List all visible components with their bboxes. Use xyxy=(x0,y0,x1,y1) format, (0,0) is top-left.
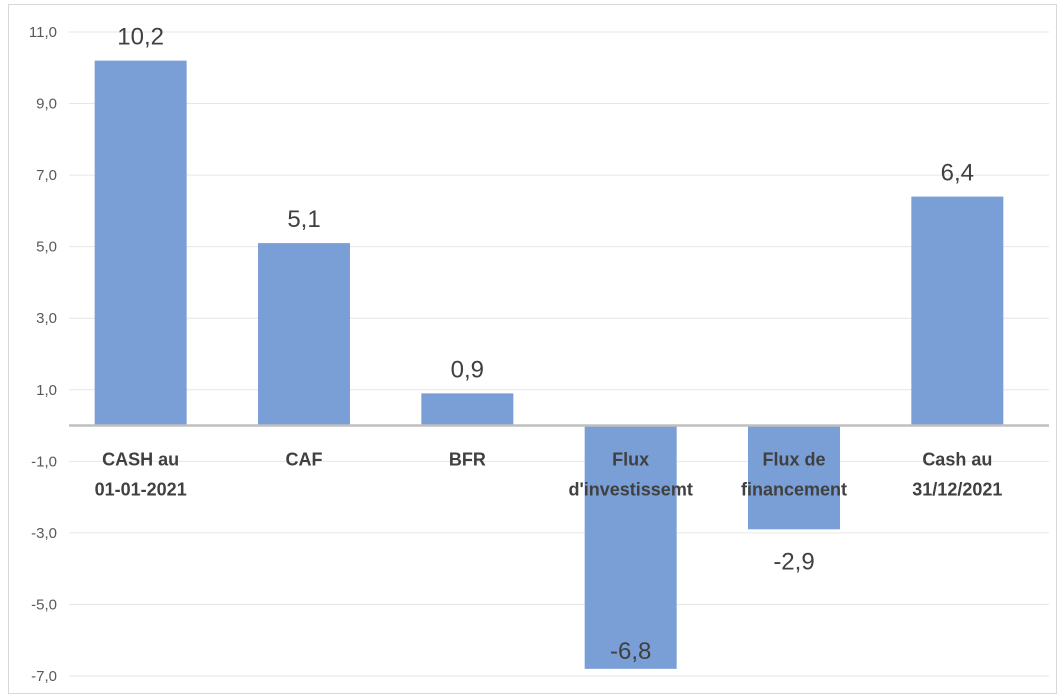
data-label: 10,2 xyxy=(117,24,164,51)
y-tick-label: -3,0 xyxy=(31,525,57,542)
bar-chart: 11,0 9,0 7,0 5,0 3,0 1,0 -1,0 -3,0 -5,0 -7,0 CASH … xyxy=(29,24,1049,685)
data-label: 0,9 xyxy=(451,356,484,383)
category-label: BFR xyxy=(449,450,486,470)
y-tick-label: -7,0 xyxy=(31,668,57,685)
y-tick-label: -1,0 xyxy=(31,453,57,470)
y-tick-label: 11,0 xyxy=(29,24,57,41)
bar xyxy=(748,425,840,530)
category-label: CAF xyxy=(286,450,323,470)
category-label: CASH au 01-01-2021 xyxy=(95,450,187,500)
data-label: -2,9 xyxy=(773,548,814,575)
y-tick-label: 9,0 xyxy=(36,96,57,113)
bar xyxy=(421,393,514,426)
bar xyxy=(584,425,677,669)
y-tick-label: 7,0 xyxy=(36,167,57,184)
data-label: 5,1 xyxy=(287,206,320,233)
category-label: Flux d'investissemt xyxy=(568,450,692,500)
data-label: -6,8 xyxy=(610,638,651,665)
data-label: 6,4 xyxy=(941,160,974,187)
bar xyxy=(258,243,350,426)
category-label: Cash au 31/12/2021 xyxy=(912,450,1002,500)
y-tick-label: -5,0 xyxy=(31,596,57,613)
chart-area: 11,0 9,0 7,0 5,0 3,0 1,0 -1,0 -3,0 -5,0 -7,0 CASH … xyxy=(8,4,1057,694)
y-tick-label: 3,0 xyxy=(36,310,57,327)
bar xyxy=(94,60,187,426)
y-tick-label: 5,0 xyxy=(36,239,57,256)
y-tick-label: 1,0 xyxy=(36,382,57,399)
bar xyxy=(911,196,1004,426)
category-label: Flux de financement xyxy=(741,450,847,500)
